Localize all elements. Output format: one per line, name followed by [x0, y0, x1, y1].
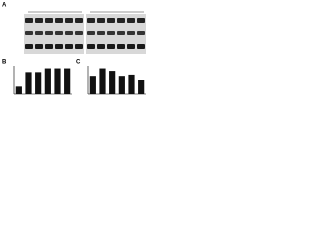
bar [25, 72, 32, 94]
blot-band [45, 44, 53, 49]
blot-band [55, 18, 63, 23]
bar [138, 80, 145, 94]
blot-band [35, 18, 43, 23]
blot-band [87, 18, 95, 23]
blot-band [45, 31, 53, 35]
blot-band [117, 44, 125, 49]
blot-band [117, 31, 125, 35]
bar [99, 68, 106, 94]
blot-band [117, 18, 125, 23]
figure: A B C [0, 0, 150, 114]
blot-band [87, 44, 95, 49]
blot-band [127, 44, 135, 49]
panel-label: A [2, 3, 7, 9]
blot-band [137, 44, 145, 49]
blot-membrane [24, 14, 84, 54]
blot-band [107, 31, 115, 35]
bar [54, 68, 61, 94]
blot-bands [25, 18, 145, 49]
blot-band [55, 31, 63, 35]
bar [35, 72, 42, 94]
blot-band [65, 44, 73, 49]
blot-band [35, 44, 43, 49]
blot-band [97, 31, 105, 35]
blot-band [75, 31, 83, 35]
blot-band [25, 31, 33, 35]
blot-band [97, 18, 105, 23]
bar [89, 76, 96, 94]
blot-band [75, 18, 83, 23]
blot-band [137, 18, 145, 23]
blot-band [127, 31, 135, 35]
blot-band [127, 18, 135, 23]
bar [64, 68, 71, 94]
blot-band [137, 31, 145, 35]
blot-band [107, 18, 115, 23]
blot-band [75, 44, 83, 49]
panel-label: C [76, 60, 81, 66]
blot-membrane [86, 14, 146, 54]
blot-band [25, 18, 33, 23]
blot-band [35, 31, 43, 35]
bar [15, 86, 22, 94]
blot-band [97, 44, 105, 49]
blot-band [65, 31, 73, 35]
blot-band [25, 44, 33, 49]
bar [118, 76, 125, 94]
blot-band [87, 31, 95, 35]
blot-band [107, 44, 115, 49]
panel-label: B [2, 60, 7, 66]
bar [109, 71, 116, 94]
blot-band [65, 18, 73, 23]
blot-band [55, 44, 63, 49]
blot-band [45, 18, 53, 23]
bar [128, 74, 135, 94]
bar [44, 68, 51, 94]
